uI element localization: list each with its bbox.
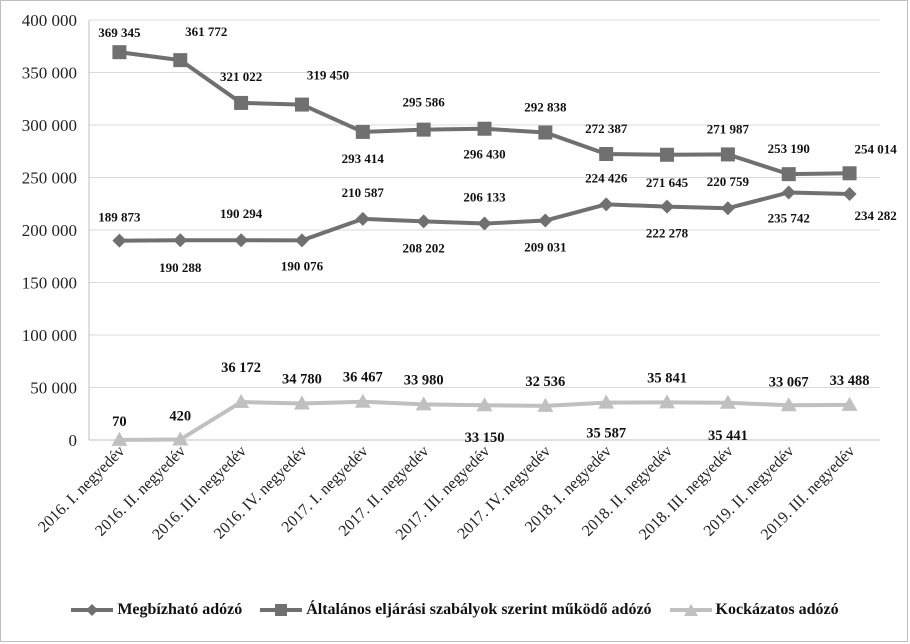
data-label: 33 150	[465, 430, 505, 446]
data-point-square	[720, 147, 735, 162]
data-label: 271 987	[707, 121, 750, 136]
data-point-square	[477, 121, 492, 136]
data-point-triangle	[354, 393, 371, 408]
data-label: 190 076	[281, 258, 324, 273]
data-point-diamond	[477, 216, 492, 231]
data-label: 33 980	[404, 372, 444, 388]
data-point-diamond	[234, 233, 249, 248]
data-point-diamond	[599, 197, 614, 212]
data-label: 36 467	[343, 370, 383, 386]
data-label: 296 430	[463, 147, 505, 162]
data-point-square	[599, 146, 614, 161]
data-point-square	[416, 122, 431, 137]
data-label: 369 345	[98, 25, 141, 40]
data-point-diamond	[294, 233, 309, 248]
data-point-triangle	[415, 396, 432, 411]
y-tick-label: 0	[69, 431, 78, 450]
data-point-triangle	[598, 394, 615, 409]
data-label: 70	[112, 414, 127, 430]
data-point-square	[173, 53, 188, 68]
data-label: 208 202	[403, 240, 445, 255]
y-tick-label: 300 000	[22, 116, 77, 135]
legend-label-altalanos: Általános eljárási szabályok szerint műk…	[306, 601, 652, 618]
data-label: 190 288	[159, 260, 202, 275]
data-point-square	[660, 147, 675, 162]
legend-item-megbizhato: Megbízható adózó	[71, 601, 242, 619]
legend-triangle-icon	[669, 603, 712, 617]
data-label: 209 031	[524, 240, 566, 255]
data-point-square	[781, 167, 796, 182]
data-label: 321 022	[220, 69, 262, 84]
data-label: 272 387	[585, 121, 628, 136]
data-label: 190 294	[220, 206, 263, 221]
data-point-triangle	[111, 431, 128, 446]
legend-label-kockazatos: Kockázatos adózó	[715, 601, 839, 618]
data-point-diamond	[173, 233, 188, 248]
data-point-diamond	[538, 213, 553, 228]
data-label: 292 838	[524, 100, 567, 115]
data-label: 33 488	[830, 373, 870, 389]
data-label: 271 645	[646, 175, 689, 190]
data-point-square	[842, 166, 857, 181]
legend: Megbízható adózó Általános eljárási szab…	[0, 595, 910, 625]
y-tick-label: 350 000	[22, 64, 77, 83]
data-point-triangle	[233, 394, 250, 409]
data-label: 35 587	[586, 426, 626, 442]
data-label: 222 278	[646, 226, 689, 241]
data-label: 220 759	[707, 174, 750, 189]
data-label: 254 014	[854, 141, 897, 156]
data-label: 293 414	[342, 151, 385, 166]
data-point-diamond	[660, 199, 675, 214]
data-label: 420	[169, 409, 191, 425]
y-tick-label: 50 000	[30, 379, 77, 398]
data-point-triangle	[841, 396, 858, 411]
data-label: 234 282	[854, 208, 896, 223]
data-point-square	[112, 45, 127, 60]
data-label: 33 067	[769, 374, 809, 390]
y-tick-label: 250 000	[22, 169, 77, 188]
data-label: 206 133	[463, 190, 506, 205]
data-label: 253 190	[768, 141, 810, 156]
data-label: 36 172	[221, 360, 261, 376]
legend-label-megbizhato: Megbízható adózó	[117, 601, 243, 618]
data-point-diamond	[416, 214, 431, 229]
data-point-diamond	[112, 233, 127, 248]
legend-item-kockazatos: Kockázatos adózó	[669, 601, 839, 619]
data-label: 35 841	[647, 370, 687, 386]
data-point-triangle	[537, 397, 554, 412]
data-point-square	[294, 97, 309, 112]
data-label: 189 873	[98, 210, 141, 225]
data-label: 361 772	[185, 24, 227, 39]
data-label: 295 586	[403, 95, 446, 110]
data-point-diamond	[842, 187, 857, 202]
y-tick-label: 400 000	[22, 11, 77, 30]
y-tick-label: 200 000	[22, 221, 77, 240]
data-label: 319 450	[307, 68, 349, 83]
data-label: 34 780	[282, 371, 322, 387]
data-point-triangle	[172, 431, 189, 446]
data-point-square	[538, 125, 553, 140]
legend-square-icon	[260, 603, 303, 617]
data-point-diamond	[781, 185, 796, 200]
data-label: 235 742	[768, 210, 810, 225]
data-label: 32 536	[525, 374, 565, 390]
data-point-triangle	[293, 395, 310, 410]
data-point-triangle	[719, 394, 736, 409]
data-point-triangle	[659, 394, 676, 409]
data-label: 210 587	[342, 185, 385, 200]
data-label: 35 441	[708, 428, 748, 444]
legend-item-altalanos: Általános eljárási szabályok szerint műk…	[260, 601, 652, 619]
data-point-diamond	[355, 211, 370, 226]
y-tick-label: 100 000	[22, 326, 77, 345]
legend-diamond-icon	[71, 603, 114, 617]
data-point-diamond	[720, 201, 735, 216]
data-point-square	[234, 95, 249, 110]
data-point-triangle	[476, 397, 493, 412]
data-label: 224 426	[585, 170, 628, 185]
data-point-triangle	[780, 397, 797, 412]
y-tick-label: 150 000	[22, 274, 77, 293]
data-point-square	[355, 124, 370, 139]
